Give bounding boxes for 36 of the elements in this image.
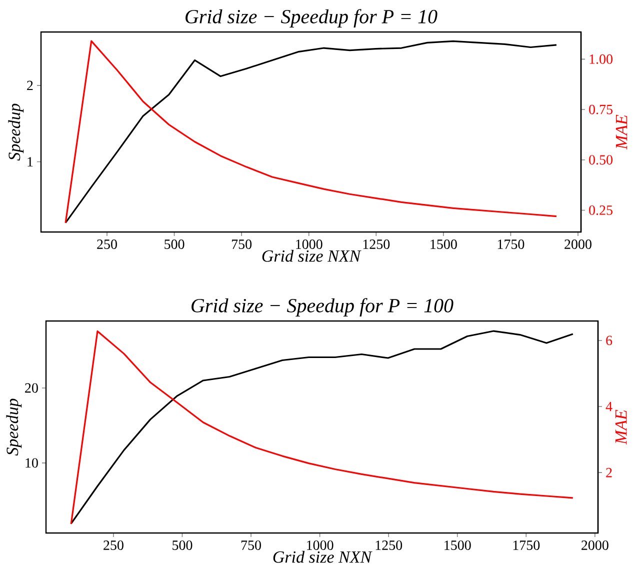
y2-axis-title: MAE — [615, 410, 627, 445]
x-tick-label: 750 — [232, 240, 252, 249]
y2-tick-label: 4 — [606, 402, 612, 412]
x-tick-label: 2000 — [564, 240, 592, 249]
y2-tick-label: 0.25 — [589, 205, 612, 215]
y-axis-title: Speedup — [8, 104, 24, 161]
x-tick-label: 500 — [164, 240, 184, 249]
y2-tick-label: 0.75 — [589, 104, 612, 114]
y-tick-label: 20 — [25, 383, 38, 393]
x-tick-label: 750 — [241, 540, 261, 550]
line-series — [64, 40, 558, 224]
y2-tick-label: 1.00 — [590, 54, 612, 64]
y2-tick-label: 0.50 — [589, 155, 612, 165]
chart-title: Grid size − Speedup for P = 100 — [192, 298, 454, 316]
y-tick-label: 2 — [27, 80, 33, 90]
x-axis-title: Grid size NXN — [262, 250, 362, 262]
x-axis-title: Grid size NXN — [273, 550, 372, 563]
y-tick-label: 1 — [28, 157, 33, 166]
x-tick-label: 1000 — [307, 540, 334, 550]
x-tick-label: 500 — [172, 540, 192, 550]
y2-tick-label: 2 — [606, 468, 612, 478]
x-tick-label: 2000 — [582, 540, 608, 550]
x-tick-label: 1750 — [498, 240, 524, 249]
x-tick-label: 1500 — [430, 240, 457, 249]
x-tick-label: 1000 — [296, 240, 322, 249]
chart-title: Grid size − Speedup for P = 10 — [186, 9, 438, 28]
x-tick-label: 250 — [97, 240, 117, 249]
y-axis-title: Speedup — [6, 398, 22, 456]
y2-tick-label: 6 — [606, 336, 612, 346]
x-tick-label: 1250 — [376, 540, 402, 550]
y2-axis-title: MAE — [616, 114, 628, 150]
x-tick-label: 1500 — [444, 540, 471, 550]
x-tick-label: 1750 — [513, 540, 540, 550]
x-tick-label: 1250 — [363, 240, 390, 249]
x-tick-label: 250 — [104, 540, 124, 550]
y-tick-label: 10 — [26, 458, 38, 468]
